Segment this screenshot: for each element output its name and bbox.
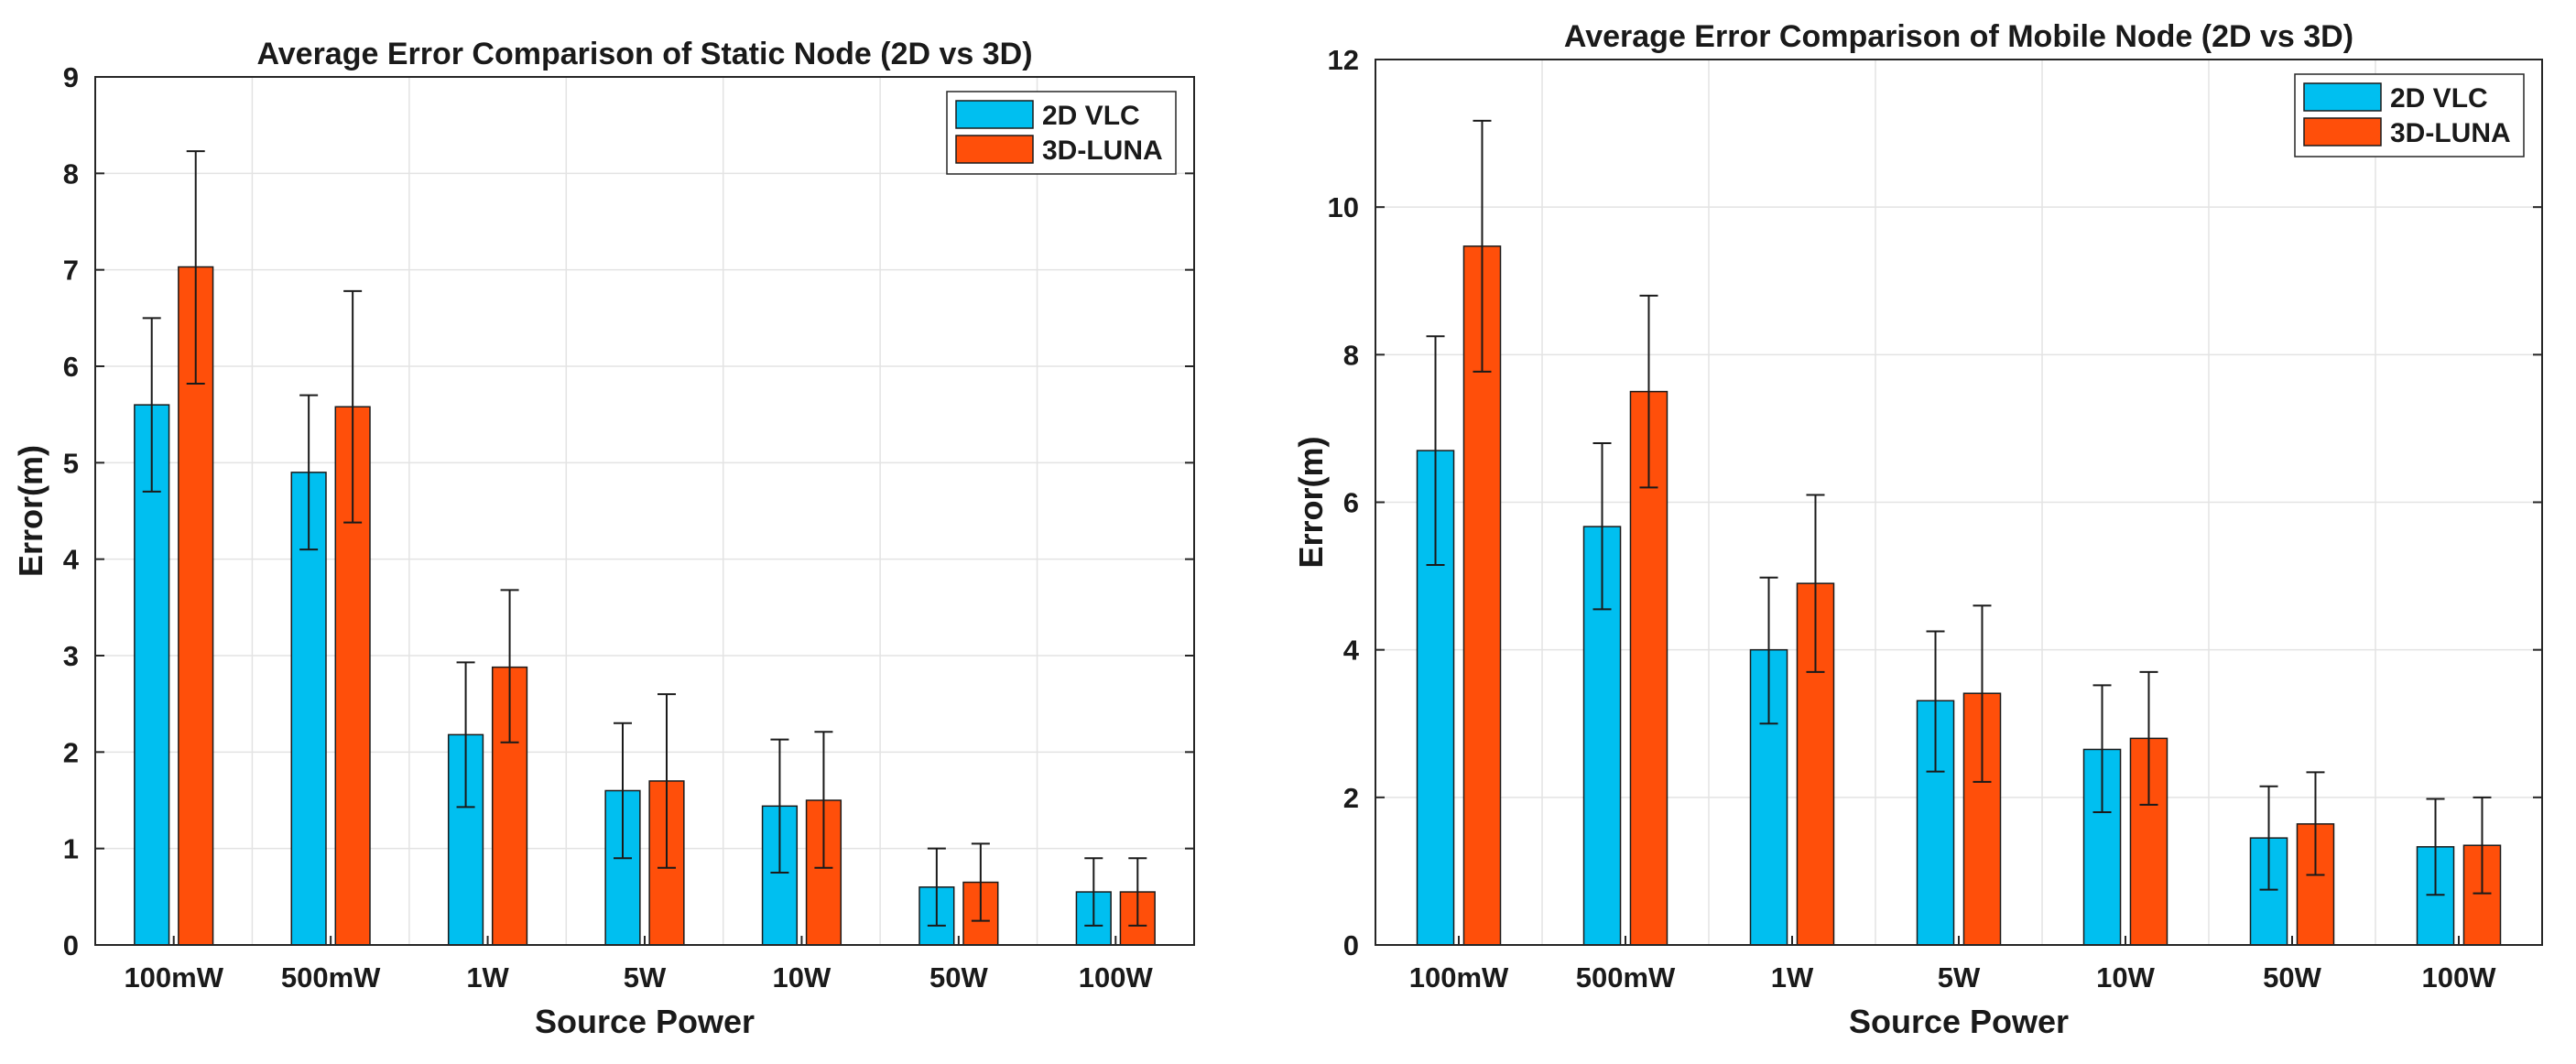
x-axis-label: Source Power: [535, 1003, 755, 1040]
legend-label: 2D VLC: [1042, 101, 1140, 131]
error-bar: [658, 693, 676, 869]
y-axis-label: Error(m): [12, 445, 49, 577]
error-bar: [186, 150, 205, 385]
error-bar: [927, 847, 946, 927]
error-bar: [343, 289, 363, 524]
error-bar: [1426, 335, 1445, 566]
error-bar: [1759, 576, 1778, 725]
legend-label: 2D VLC: [2390, 83, 2488, 114]
y-tick-label: 1: [63, 833, 79, 865]
y-tick-label: 12: [1328, 44, 1359, 76]
error-bar: [299, 394, 319, 551]
y-tick-label: 6: [63, 351, 79, 383]
x-tick-label: 100W: [2422, 961, 2497, 993]
y-axis-label: Error(m): [1292, 436, 1330, 568]
y-tick-label: 4: [1343, 635, 1360, 667]
y-tick-label: 4: [63, 544, 80, 576]
x-tick-label: 100mW: [1409, 961, 1509, 993]
error-bar: [2259, 785, 2278, 891]
x-tick-label: 1W: [466, 961, 509, 993]
error-bar: [614, 722, 632, 860]
y-tick-label: 9: [63, 61, 79, 93]
static-node-chart: 0 1 2 3 4 5 6 7 8 9 100mW 500mW 1W 5W 10W 50W 100W Averag…: [12, 37, 1195, 1040]
y-tick-label: 10: [1328, 191, 1359, 223]
x-axis-label: Source Power: [1849, 1003, 2069, 1040]
y-tick-label: 2: [1343, 782, 1359, 814]
x-tick-label: 500mW: [1576, 961, 1676, 993]
y-tick-label: 6: [1343, 487, 1359, 519]
error-bar: [1926, 630, 1945, 773]
x-tick-label: 100mW: [124, 961, 223, 993]
y-tick-label: 7: [63, 255, 79, 287]
x-tick-label: 10W: [2096, 961, 2155, 993]
y-tick-label: 8: [63, 157, 79, 190]
x-tick-label: 50W: [2263, 961, 2321, 993]
y-tick-label: 8: [1343, 339, 1359, 371]
legend-swatch: [2303, 82, 2382, 112]
chart-title: Average Error Comparison of Static Node …: [256, 37, 1032, 71]
error-bar: [1592, 442, 1612, 611]
error-bar: [770, 738, 789, 874]
error-bar: [1084, 857, 1103, 927]
error-bar: [2473, 796, 2492, 895]
error-bar: [1128, 857, 1147, 927]
error-bar: [2306, 771, 2325, 876]
error-bar: [500, 589, 519, 744]
x-tick-label: 5W: [624, 961, 667, 993]
x-tick-label: 100W: [1079, 961, 1154, 993]
error-bar: [1973, 604, 1992, 783]
y-tick-label: 5: [63, 447, 79, 479]
error-bar: [456, 661, 475, 809]
mobile-node-chart: 0 2 4 6 8 10 12 100mW 500mW 1W 5W 10W 50W 100W Average…: [1292, 19, 2543, 1040]
error-bar: [1806, 494, 1825, 673]
error-bar: [2092, 684, 2112, 813]
legend-swatch: [955, 135, 1034, 164]
bar-2d-vlc: [134, 404, 170, 946]
y-tick-label: 3: [63, 640, 79, 672]
legend-label: 3D-LUNA: [2390, 118, 2511, 148]
x-tick-label: 50W: [929, 961, 988, 993]
x-tick-label: 1W: [1771, 961, 1814, 993]
legend-swatch: [2303, 117, 2382, 147]
error-bar: [142, 317, 161, 493]
y-tick-label: 0: [63, 929, 79, 961]
error-bar: [1473, 119, 1492, 373]
error-bar: [2426, 798, 2445, 896]
error-bar: [2139, 670, 2158, 806]
axes-frame: [94, 76, 1195, 946]
legend-swatch: [955, 100, 1034, 129]
chart-title: Average Error Comparison of Mobile Node …: [1564, 19, 2353, 54]
error-bar: [814, 731, 833, 869]
legend-label: 3D-LUNA: [1042, 136, 1163, 166]
x-tick-label: 10W: [773, 961, 831, 993]
error-bar: [971, 842, 990, 922]
x-tick-label: 500mW: [281, 961, 381, 993]
bar-2d-vlc: [290, 472, 327, 946]
y-tick-label: 0: [1343, 929, 1359, 961]
x-tick-label: 5W: [1938, 961, 1981, 993]
error-bar: [1639, 294, 1658, 489]
y-tick-label: 2: [63, 736, 79, 768]
